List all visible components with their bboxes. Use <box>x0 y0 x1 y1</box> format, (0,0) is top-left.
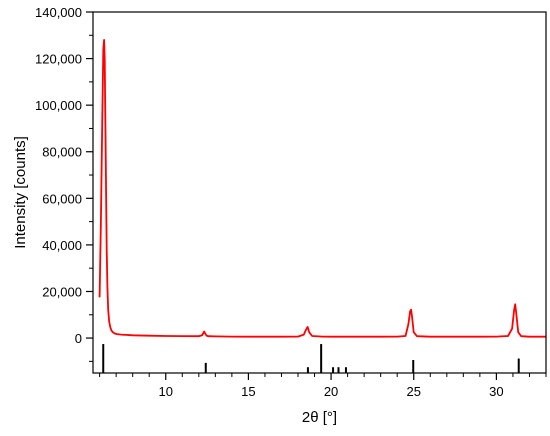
x-tick-label: 25 <box>407 384 421 399</box>
plot-frame <box>92 11 547 374</box>
reference-lines <box>102 344 520 373</box>
x-tick-label: 30 <box>489 384 503 399</box>
x-tick-label: 20 <box>324 384 338 399</box>
series-line-0 <box>98 39 546 338</box>
x-tick-label: 15 <box>241 384 255 399</box>
y-tick-label: 20,000 <box>42 284 82 299</box>
x-axis-ticks: 10 15 20 25 30 <box>99 373 547 399</box>
y-tick-label: 140,000 <box>35 5 82 20</box>
y-axis-ticks: 0 20,000 40,000 60,000 80,000 100,000 120,000 1… <box>35 5 93 362</box>
y-tick-label: 100,000 <box>35 98 82 113</box>
y-tick-label: 40,000 <box>42 238 82 253</box>
y-tick-label: 80,000 <box>42 145 82 160</box>
y-tick-label: 60,000 <box>42 191 82 206</box>
y-axis-label: Intensity [counts] <box>12 136 29 249</box>
x-tick-label: 10 <box>159 384 173 399</box>
y-tick-label: 120,000 <box>35 52 82 67</box>
series-layer <box>98 39 546 338</box>
x-axis-label: 2θ [°] <box>302 409 337 426</box>
y-tick-label: 0 <box>75 331 82 346</box>
